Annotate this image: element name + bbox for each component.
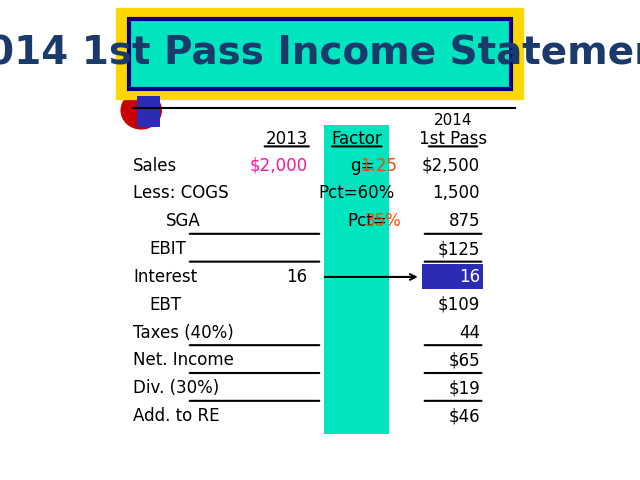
FancyBboxPatch shape bbox=[137, 96, 160, 127]
Text: Less: COGS: Less: COGS bbox=[133, 184, 228, 203]
Text: $125: $125 bbox=[438, 240, 480, 258]
Text: Taxes (40%): Taxes (40%) bbox=[133, 324, 234, 342]
Text: 2014 1st Pass Income Statement: 2014 1st Pass Income Statement bbox=[0, 35, 640, 73]
Text: 35%: 35% bbox=[365, 212, 402, 230]
Text: Pct=: Pct= bbox=[347, 212, 387, 230]
Text: $19: $19 bbox=[448, 379, 480, 397]
Text: 1,500: 1,500 bbox=[433, 184, 480, 203]
Text: SGA: SGA bbox=[166, 212, 201, 230]
Text: Pct=60%: Pct=60% bbox=[319, 184, 395, 203]
Text: 1st Pass: 1st Pass bbox=[419, 130, 487, 148]
Text: $109: $109 bbox=[438, 296, 480, 314]
Text: EBT: EBT bbox=[150, 296, 182, 314]
Text: 2014: 2014 bbox=[434, 113, 472, 129]
Text: $2,500: $2,500 bbox=[422, 156, 480, 175]
Text: EBIT: EBIT bbox=[150, 240, 186, 258]
Text: Net. Income: Net. Income bbox=[133, 351, 234, 370]
Text: 1.25: 1.25 bbox=[360, 156, 397, 175]
Text: 875: 875 bbox=[449, 212, 480, 230]
Text: Interest: Interest bbox=[133, 268, 197, 286]
Text: Div. (30%): Div. (30%) bbox=[133, 379, 219, 397]
Text: Add. to RE: Add. to RE bbox=[133, 407, 220, 425]
Text: Sales: Sales bbox=[133, 156, 177, 175]
Text: $65: $65 bbox=[449, 351, 480, 370]
Ellipse shape bbox=[120, 91, 162, 130]
Text: 16: 16 bbox=[287, 268, 308, 286]
Text: $46: $46 bbox=[449, 407, 480, 425]
Text: g=: g= bbox=[350, 156, 374, 175]
Text: 2013: 2013 bbox=[266, 130, 308, 148]
Text: 16: 16 bbox=[459, 268, 480, 286]
FancyBboxPatch shape bbox=[324, 125, 388, 434]
Text: $2,000: $2,000 bbox=[250, 156, 308, 175]
FancyBboxPatch shape bbox=[129, 19, 511, 89]
FancyBboxPatch shape bbox=[120, 12, 520, 96]
Text: 44: 44 bbox=[459, 324, 480, 342]
Text: Factor: Factor bbox=[332, 130, 382, 148]
FancyBboxPatch shape bbox=[422, 264, 483, 289]
